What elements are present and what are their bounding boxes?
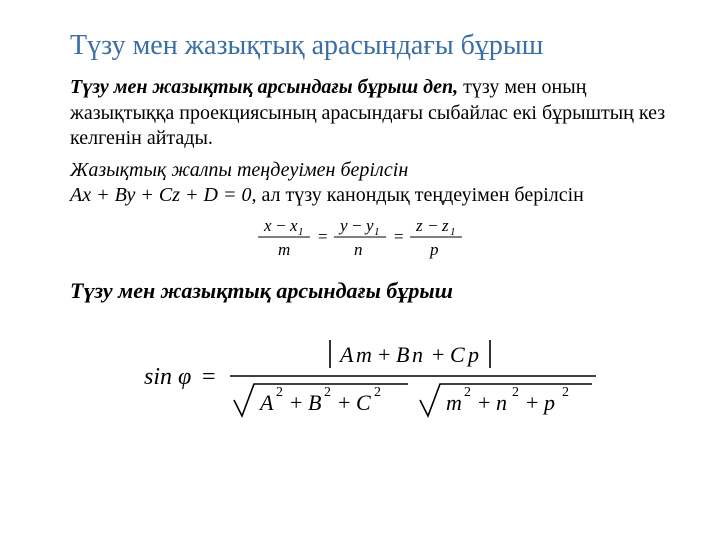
f-A: A	[338, 342, 354, 367]
slide-title: Түзу мен жазықтық арасындағы бұрыш	[70, 28, 670, 63]
angle-formula: sin φ = A m + B n + C p	[70, 334, 670, 429]
eq2: =	[394, 227, 404, 246]
frac2-y: y	[338, 216, 348, 235]
f-n: n	[412, 342, 423, 367]
f-sin: sin	[144, 364, 172, 390]
frac1-x: x	[263, 216, 272, 235]
f-plus1: +	[378, 342, 390, 367]
angle-formula-svg: sin φ = A m + B n + C p	[130, 334, 610, 424]
f-B2sq: 2	[324, 385, 331, 400]
setup-paragraph: Жазықтық жалпы теңдеуімен берілсін Ах + …	[70, 158, 670, 209]
frac3-p: p	[429, 240, 439, 259]
frac3-z1: z	[441, 216, 449, 235]
frac1-m: m	[278, 240, 290, 259]
f-p: p	[466, 342, 479, 367]
formula-heading: Түзу мен жазықтық арсындағы бұрыш	[70, 278, 670, 304]
f-p2sq: 2	[562, 385, 569, 400]
f-A2: A	[258, 390, 274, 415]
frac3-minus: −	[428, 216, 438, 235]
frac2-n: n	[354, 240, 363, 259]
setup-line1: Жазықтық жалпы теңдеуімен берілсін	[70, 159, 408, 181]
eq1: =	[318, 227, 328, 246]
frac2-y1: y	[364, 216, 374, 235]
f-C: C	[450, 342, 465, 367]
f-dplus2: +	[338, 390, 350, 415]
frac2-y1sub: 1	[374, 226, 380, 238]
f-p2: p	[542, 390, 555, 415]
canonical-equation-svg: x − x 1 m = y − y 1 n = z − z	[240, 215, 500, 263]
frac3-z1sub: 1	[450, 226, 456, 238]
f-B2: B	[308, 390, 321, 415]
f-dplus4: +	[526, 390, 538, 415]
f-n2sq: 2	[512, 385, 519, 400]
f-A2sq: 2	[276, 385, 283, 400]
f-m: m	[356, 342, 372, 367]
f-dplus3: +	[478, 390, 490, 415]
definition-lead: Түзу мен жазықтық арсындағы бұрыш деп,	[70, 76, 463, 98]
f-C2: C	[356, 390, 371, 415]
setup-tail: ал түзу канондық теңдеуімен берілсін	[256, 184, 583, 206]
frac1-minus: −	[276, 216, 286, 235]
f-dplus1: +	[290, 390, 302, 415]
f-eq: =	[202, 364, 216, 390]
canonical-equation: x − x 1 m = y − y 1 n = z − z	[70, 215, 670, 268]
frac3-z: z	[415, 216, 423, 235]
f-B: B	[396, 342, 409, 367]
frac2-minus: −	[352, 216, 362, 235]
f-m2: m	[446, 390, 462, 415]
plane-equation: Ах + Ву + Сz + D = 0,	[70, 184, 256, 206]
definition-paragraph: Түзу мен жазықтық арсындағы бұрыш деп, т…	[70, 75, 670, 152]
f-m2sq: 2	[464, 385, 471, 400]
f-n2: n	[496, 390, 507, 415]
f-phi: φ	[178, 364, 191, 390]
frac1-x1: x	[289, 216, 298, 235]
frac1-x1sub: 1	[298, 226, 304, 238]
f-C2sq: 2	[374, 385, 381, 400]
f-plus2: +	[432, 342, 444, 367]
slide: Түзу мен жазықтық арасындағы бұрыш Түзу …	[0, 0, 720, 540]
